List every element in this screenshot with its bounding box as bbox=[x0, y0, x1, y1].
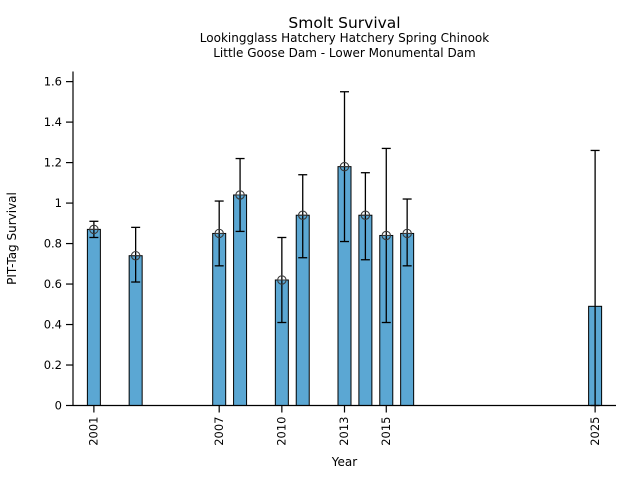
x-tick-label-2013: 2013 bbox=[337, 417, 351, 446]
y-tick-label-0: 0 bbox=[55, 399, 62, 413]
x-tick-label-2001: 2001 bbox=[87, 417, 101, 446]
x-axis-title: Year bbox=[331, 455, 357, 469]
y-tick-label-1.4: 1.4 bbox=[44, 115, 62, 129]
y-tick-label-0.2: 0.2 bbox=[44, 358, 62, 372]
y-tick-label-1: 1 bbox=[55, 196, 62, 210]
y-tick-label-0.4: 0.4 bbox=[44, 318, 62, 332]
x-tick-label-2015: 2015 bbox=[379, 417, 393, 446]
x-tick-label-2025: 2025 bbox=[588, 417, 602, 446]
y-tick-label-0.6: 0.6 bbox=[44, 277, 62, 291]
chart-subtitle-1: Lookingglass Hatchery Hatchery Spring Ch… bbox=[200, 31, 489, 45]
y-tick-label-1.6: 1.6 bbox=[44, 75, 62, 89]
chart-subtitle-2: Little Goose Dam - Lower Monumental Dam bbox=[213, 46, 475, 60]
y-tick-label-1.2: 1.2 bbox=[44, 156, 62, 170]
x-tick-label-2007: 2007 bbox=[212, 417, 226, 446]
bar-2001 bbox=[86, 228, 101, 406]
chart-title: Smolt Survival bbox=[288, 14, 400, 32]
plot-body: 0 0.2 0.4 0.6 0.8 1 1.2 1.4 1.6 2001 2007 2010 2013 2… bbox=[44, 71, 616, 446]
x-tick-label-2010: 2010 bbox=[275, 417, 289, 446]
y-axis-title: PIT-Tag Survival bbox=[5, 192, 19, 285]
y-tick-label-0.8: 0.8 bbox=[44, 237, 62, 251]
